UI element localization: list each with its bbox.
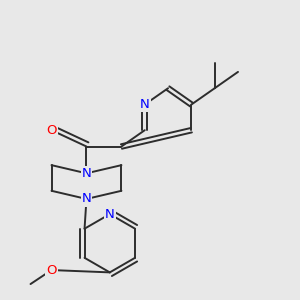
Text: N: N <box>82 167 92 180</box>
Text: N: N <box>140 98 150 111</box>
Text: N: N <box>82 193 92 206</box>
Text: N: N <box>105 208 115 220</box>
Text: O: O <box>46 124 57 137</box>
Text: O: O <box>46 264 57 277</box>
